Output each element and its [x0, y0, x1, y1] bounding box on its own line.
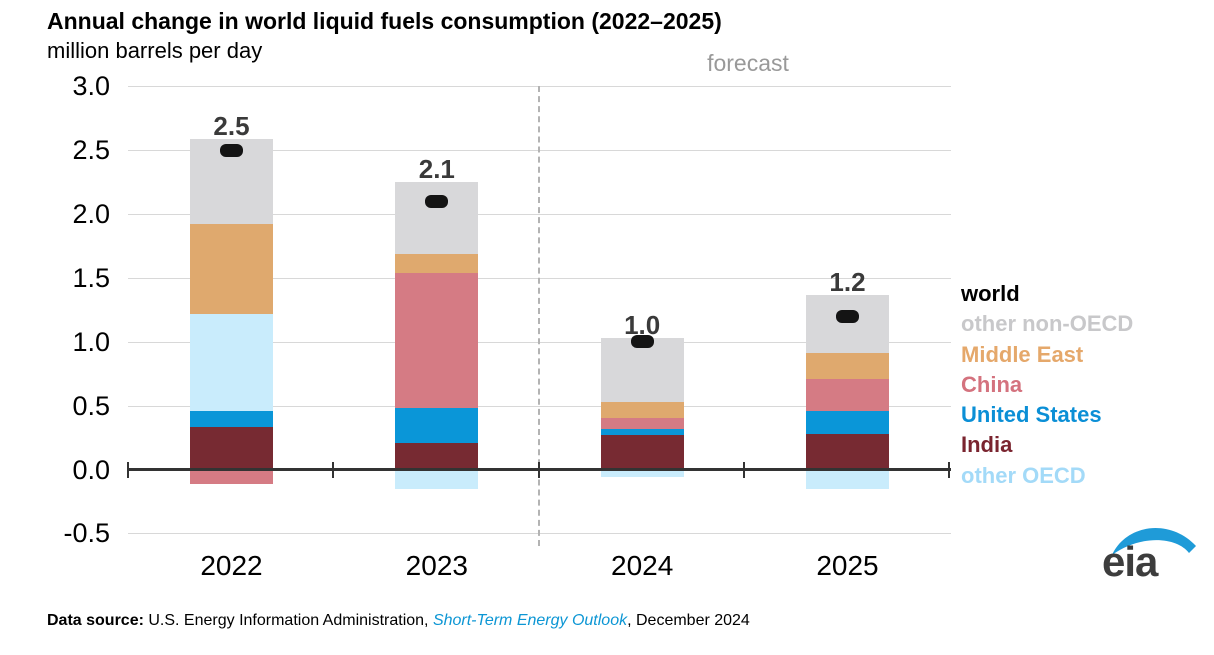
y-axis-label-1-5: 1.5	[72, 262, 110, 293]
bar-2025-other-oecd	[805, 469, 889, 489]
chart-title: Annual change in world liquid fuels cons…	[47, 8, 722, 34]
legend-item-world: world	[961, 281, 1020, 306]
bar-2022-middle-east	[190, 224, 273, 314]
bar-2025-india	[805, 433, 889, 470]
world-marker-2025	[835, 309, 859, 323]
bar-2022-india	[190, 427, 273, 470]
x-axis-tick	[537, 461, 540, 478]
bar-2024-middle-east	[600, 401, 684, 419]
bar-2023-india	[395, 442, 479, 470]
bar-2023-united-states	[395, 408, 479, 443]
y-axis-label-0-0: 0.0	[72, 454, 110, 485]
x-axis-tick	[742, 461, 745, 478]
legend-item-other-oecd: other OECD	[961, 462, 1086, 488]
legend-item-india: India	[961, 432, 1013, 458]
world-value-label-2023: 2.1	[418, 154, 455, 185]
chart-units-subtitle: million barrels per day	[47, 38, 263, 63]
x-axis-label-2023: 2023	[405, 550, 468, 581]
legend-item-other-non-oecd: other non-OECD	[961, 311, 1134, 337]
bar-2025-china	[805, 378, 889, 411]
short-term-energy-outlook-link[interactable]: Short-Term Energy Outlook	[432, 612, 628, 629]
data-source-note: Data source: U.S. Energy Information Adm…	[47, 612, 750, 630]
bar-2025-united-states	[805, 410, 889, 434]
eia-logo-text: eia	[1102, 538, 1159, 582]
bar-2023-other-oecd	[395, 469, 479, 489]
data-source-date: , December 2024	[627, 612, 750, 629]
bar-2024-other-non-oecd	[600, 337, 684, 402]
eia-logo-swoosh-icon	[1112, 528, 1196, 555]
x-axis-label-2022: 2022	[200, 550, 263, 581]
y-axis-label-1-0: 1.0	[72, 326, 110, 357]
data-source-label: Data source:	[47, 612, 144, 629]
forecast-divider-line	[537, 86, 540, 546]
world-marker-2022	[220, 143, 243, 157]
legend-item-china: China	[961, 371, 1023, 397]
legend-item-middle-east: Middle East	[961, 341, 1084, 367]
y-axis-label-2-0: 2.0	[72, 199, 110, 230]
bar-2022-united-states	[190, 410, 273, 428]
x-axis-label-2025: 2025	[816, 550, 879, 581]
x-axis-tick	[332, 461, 335, 478]
world-value-label-2022: 2.5	[213, 110, 250, 141]
bar-2025-other-non-oecd	[805, 294, 889, 354]
chart-legend: world other non-OECD Middle East China Unite…	[961, 279, 1133, 491]
legend-item-united-states: United States	[961, 402, 1102, 428]
bar-2024-united-states	[600, 428, 684, 435]
bar-2024-china	[600, 418, 684, 429]
y-axis-label--0-5: -0.5	[63, 518, 110, 549]
world-marker-2024	[630, 335, 654, 349]
x-axis-tick	[948, 461, 951, 478]
world-value-label-2024: 1.0	[624, 309, 661, 340]
y-axis-label-3-0: 3.0	[72, 71, 110, 102]
x-axis-tick	[127, 461, 129, 478]
world-marker-2023	[425, 194, 449, 208]
x-axis-label-2024: 2024	[611, 550, 674, 581]
world-value-label-2025: 1.2	[829, 266, 866, 297]
bar-2022-china	[190, 469, 273, 484]
y-axis-label-0-5: 0.5	[72, 390, 110, 421]
bar-2023-middle-east	[395, 253, 479, 273]
eia-logo: eia	[1102, 528, 1196, 582]
bar-2024-other-oecd	[600, 469, 684, 478]
forecast-label: forecast	[707, 50, 789, 76]
bar-2024-india	[600, 435, 684, 470]
bar-2022-other-oecd	[190, 313, 273, 411]
y-axis-label-2-5: 2.5	[72, 135, 110, 166]
data-source-text: U.S. Energy Information Administration,	[143, 612, 433, 629]
bar-2023-other-non-oecd	[395, 182, 479, 254]
bar-2023-china	[395, 272, 479, 409]
bar-2025-middle-east	[805, 353, 889, 379]
